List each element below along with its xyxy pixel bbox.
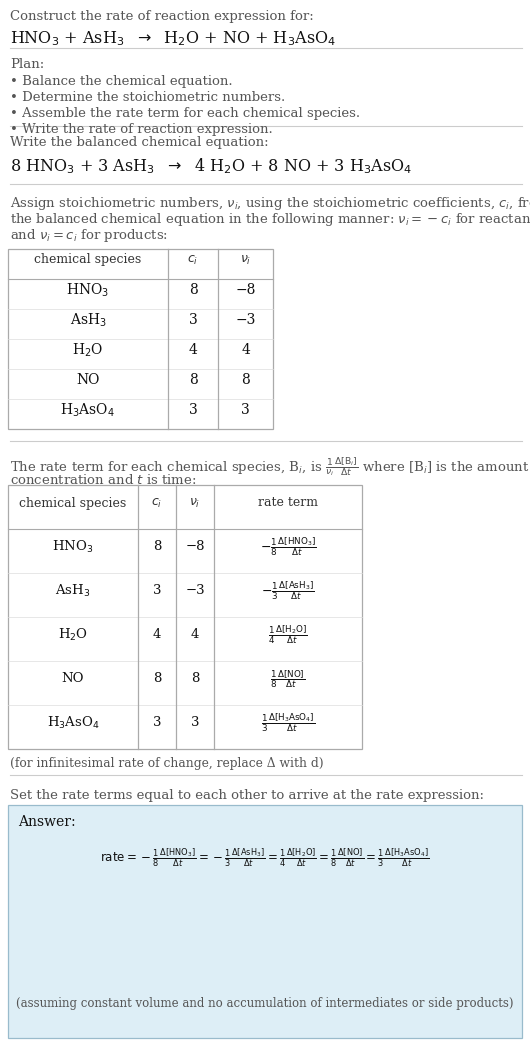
- Text: Answer:: Answer:: [18, 815, 76, 829]
- Text: $c_i$: $c_i$: [188, 253, 199, 267]
- Text: H$_3$AsO$_4$: H$_3$AsO$_4$: [47, 715, 99, 731]
- Text: The rate term for each chemical species, B$_i$, is $\frac{1}{\nu_i}\frac{\Delta[: The rate term for each chemical species,…: [10, 455, 529, 478]
- Text: −3: −3: [185, 585, 205, 597]
- Text: 8: 8: [189, 283, 197, 297]
- Text: 4: 4: [189, 343, 198, 357]
- Text: $\frac{1}{3}\frac{\Delta[\mathrm{H_3AsO_4}]}{\Delta t}$: $\frac{1}{3}\frac{\Delta[\mathrm{H_3AsO_…: [261, 711, 315, 734]
- Text: $-\frac{1}{8}\frac{\Delta[\mathrm{HNO_3}]}{\Delta t}$: $-\frac{1}{8}\frac{\Delta[\mathrm{HNO_3}…: [260, 536, 316, 559]
- Text: H$_2$O: H$_2$O: [72, 341, 104, 359]
- Text: 8: 8: [189, 373, 197, 387]
- Text: HNO$_3$: HNO$_3$: [66, 281, 110, 299]
- Text: HNO$_3$ + AsH$_3$  $\rightarrow$  H$_2$O + NO + H$_3$AsO$_4$: HNO$_3$ + AsH$_3$ $\rightarrow$ H$_2$O +…: [10, 29, 336, 48]
- Text: 8: 8: [153, 541, 161, 553]
- Bar: [8, 805, 522, 1038]
- Text: the balanced chemical equation in the following manner: $\nu_i = -c_i$ for react: the balanced chemical equation in the fo…: [10, 211, 530, 228]
- Text: 8 HNO$_3$ + 3 AsH$_3$  $\rightarrow$  4 H$_2$O + 8 NO + 3 H$_3$AsO$_4$: 8 HNO$_3$ + 3 AsH$_3$ $\rightarrow$ 4 H$…: [10, 156, 412, 176]
- Text: $\nu_i$: $\nu_i$: [240, 253, 251, 267]
- Text: $\frac{1}{8}\frac{\Delta[\mathrm{NO}]}{\Delta t}$: $\frac{1}{8}\frac{\Delta[\mathrm{NO}]}{\…: [270, 668, 306, 690]
- Text: $\mathrm{rate} = -\frac{1}{8}\frac{\Delta[\mathrm{HNO_3}]}{\Delta t} = -\frac{1}: $\mathrm{rate} = -\frac{1}{8}\frac{\Delt…: [100, 847, 430, 869]
- Bar: [8, 485, 362, 749]
- Text: $c_i$: $c_i$: [152, 497, 163, 509]
- Text: H$_3$AsO$_4$: H$_3$AsO$_4$: [60, 402, 116, 418]
- Text: −8: −8: [235, 283, 255, 297]
- Text: 8: 8: [241, 373, 250, 387]
- Text: 8: 8: [153, 673, 161, 685]
- Text: • Assemble the rate term for each chemical species.: • Assemble the rate term for each chemic…: [10, 107, 360, 120]
- Text: −8: −8: [186, 541, 205, 553]
- Text: • Write the rate of reaction expression.: • Write the rate of reaction expression.: [10, 123, 273, 136]
- Text: concentration and $t$ is time:: concentration and $t$ is time:: [10, 473, 197, 487]
- Text: rate term: rate term: [258, 497, 318, 509]
- Text: 4: 4: [153, 629, 161, 641]
- Bar: [8, 249, 273, 429]
- Text: (assuming constant volume and no accumulation of intermediates or side products): (assuming constant volume and no accumul…: [16, 997, 514, 1010]
- Text: and $\nu_i = c_i$ for products:: and $\nu_i = c_i$ for products:: [10, 227, 168, 244]
- Text: chemical species: chemical species: [20, 497, 127, 509]
- Text: AsH$_3$: AsH$_3$: [69, 312, 107, 328]
- Text: Construct the rate of reaction expression for:: Construct the rate of reaction expressio…: [10, 10, 314, 23]
- Text: 3: 3: [191, 717, 199, 729]
- Text: NO: NO: [62, 673, 84, 685]
- Text: H$_2$O: H$_2$O: [58, 627, 88, 643]
- Text: NO: NO: [76, 373, 100, 387]
- Text: −3: −3: [235, 313, 255, 327]
- Text: Set the rate terms equal to each other to arrive at the rate expression:: Set the rate terms equal to each other t…: [10, 789, 484, 802]
- Text: (for infinitesimal rate of change, replace Δ with d): (for infinitesimal rate of change, repla…: [10, 757, 324, 770]
- Text: • Determine the stoichiometric numbers.: • Determine the stoichiometric numbers.: [10, 91, 285, 104]
- Text: HNO$_3$: HNO$_3$: [52, 539, 94, 555]
- Text: Assign stoichiometric numbers, $\nu_i$, using the stoichiometric coefficients, $: Assign stoichiometric numbers, $\nu_i$, …: [10, 195, 530, 212]
- Text: Plan:: Plan:: [10, 58, 44, 71]
- Text: chemical species: chemical species: [34, 253, 142, 267]
- Text: $-\frac{1}{3}\frac{\Delta[\mathrm{AsH_3}]}{\Delta t}$: $-\frac{1}{3}\frac{\Delta[\mathrm{AsH_3}…: [261, 579, 315, 602]
- Text: 4: 4: [191, 629, 199, 641]
- Text: 3: 3: [153, 717, 161, 729]
- Text: Write the balanced chemical equation:: Write the balanced chemical equation:: [10, 136, 269, 149]
- Text: 8: 8: [191, 673, 199, 685]
- Text: 3: 3: [241, 403, 250, 417]
- Text: 3: 3: [189, 403, 197, 417]
- Text: $\nu_i$: $\nu_i$: [189, 497, 201, 509]
- Text: $\frac{1}{4}\frac{\Delta[\mathrm{H_2O}]}{\Delta t}$: $\frac{1}{4}\frac{\Delta[\mathrm{H_2O}]}…: [268, 623, 308, 646]
- Text: 3: 3: [153, 585, 161, 597]
- Text: AsH$_3$: AsH$_3$: [55, 583, 91, 599]
- Text: 3: 3: [189, 313, 197, 327]
- Text: • Balance the chemical equation.: • Balance the chemical equation.: [10, 75, 233, 88]
- Text: 4: 4: [241, 343, 250, 357]
